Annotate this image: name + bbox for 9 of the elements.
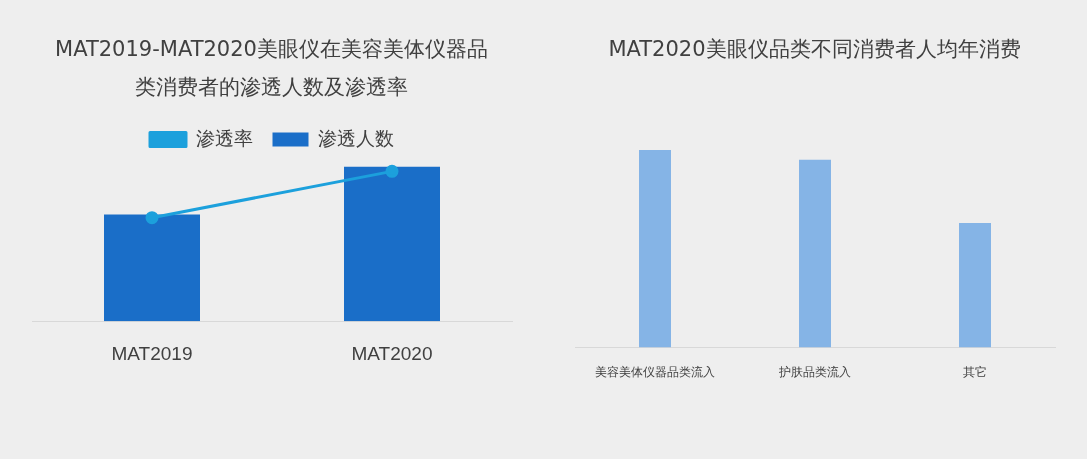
legend-label: 渗透率 bbox=[195, 127, 252, 149]
x-tick-label: 护肤品类流入 bbox=[777, 365, 851, 380]
legend-label: 渗透人数 bbox=[317, 127, 394, 149]
chart-title: MAT2020美眼仪品类不同消费者人均年消费 bbox=[607, 36, 1022, 63]
x-tick-label: MAT2019 bbox=[111, 342, 192, 364]
chart-title: MAT2019-MAT2020美眼仪在美容美体仪器品类消费者的渗透人数及渗透率 bbox=[54, 36, 489, 101]
x-tick-label: 其它 bbox=[962, 365, 987, 380]
x-tick-label: MAT2020 bbox=[351, 342, 432, 364]
x-tick-label: 美容美体仪器品类流入 bbox=[594, 365, 715, 380]
